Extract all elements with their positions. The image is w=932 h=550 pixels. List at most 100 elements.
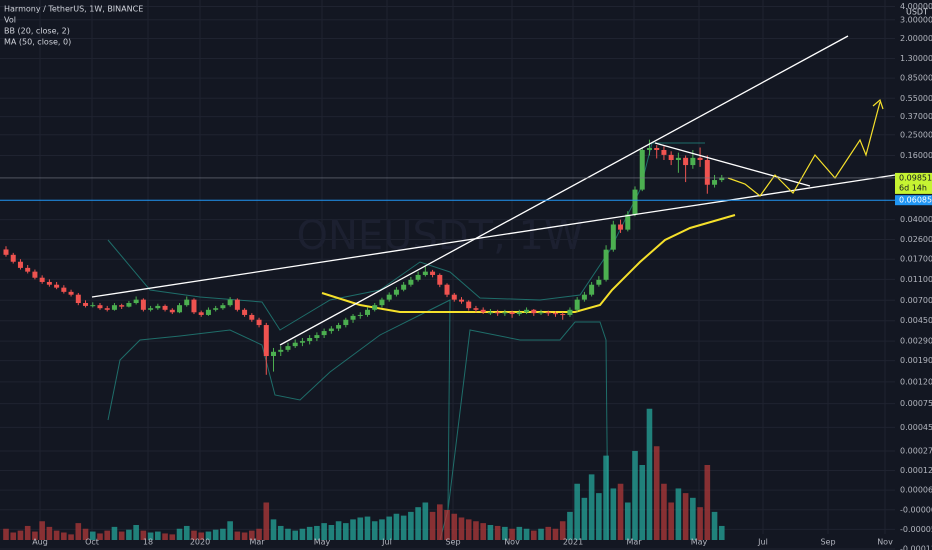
volume-bar bbox=[61, 532, 67, 540]
line-price-label: 0.06085 bbox=[899, 196, 932, 205]
volume-bar bbox=[24, 525, 31, 540]
x-tick-label: 18 bbox=[143, 538, 153, 547]
volume-bar bbox=[415, 507, 421, 540]
volume-bar bbox=[559, 521, 566, 540]
y-tick-label: 0.55000 bbox=[900, 94, 932, 103]
y-tick-label: -0.00013 bbox=[900, 544, 932, 550]
x-tick-label: May bbox=[314, 538, 331, 547]
candle-body bbox=[487, 312, 493, 314]
volume-bar bbox=[451, 513, 458, 540]
candle-body bbox=[516, 312, 522, 315]
volume-bar bbox=[126, 529, 132, 540]
candle-body bbox=[278, 349, 284, 352]
y-tick-label: 0.00450 bbox=[900, 316, 932, 325]
candle-body bbox=[415, 274, 421, 280]
candle-body bbox=[242, 309, 248, 315]
candle-body bbox=[350, 315, 356, 320]
x-tick-label: Nov bbox=[877, 538, 893, 547]
candle-body bbox=[263, 325, 269, 357]
candle-body bbox=[32, 271, 38, 278]
candle-body bbox=[509, 312, 515, 315]
candle-body bbox=[140, 299, 146, 310]
candles bbox=[3, 139, 725, 375]
candle-body bbox=[148, 308, 154, 310]
candle-body bbox=[285, 346, 291, 350]
volume-bar bbox=[386, 516, 392, 540]
candle-body bbox=[704, 160, 710, 185]
volume-bar bbox=[32, 531, 38, 540]
y-tick-label: 0.04000 bbox=[900, 215, 932, 224]
volume-bar bbox=[292, 530, 298, 540]
watermark: ONEUSDT, 1W bbox=[296, 213, 583, 259]
candle-body bbox=[379, 299, 385, 306]
candle-body bbox=[25, 267, 31, 272]
x-tick-label: Sep bbox=[820, 538, 835, 547]
candle-body bbox=[603, 249, 609, 280]
candle-body bbox=[618, 224, 624, 230]
candle-body bbox=[177, 305, 183, 313]
volume-bar bbox=[104, 530, 111, 540]
price-axis bbox=[895, 0, 932, 550]
volume-bar bbox=[588, 474, 595, 540]
y-tick-label: 0.16000 bbox=[900, 151, 932, 160]
volume-bar bbox=[465, 519, 472, 540]
symbol: Harmony / TetherUS, 1W, BINANCE bbox=[4, 5, 143, 14]
indicator: Vol bbox=[4, 16, 16, 25]
candle-body bbox=[46, 281, 52, 285]
volume-bar bbox=[10, 532, 17, 540]
volume-bar bbox=[176, 528, 183, 540]
volume-bar bbox=[682, 493, 689, 540]
x-tick-label: Nov bbox=[504, 538, 520, 547]
candle-body bbox=[104, 308, 110, 310]
candle-body bbox=[675, 157, 681, 161]
volume-bar bbox=[364, 516, 371, 540]
volume-bar bbox=[357, 517, 364, 540]
volume-bar bbox=[198, 532, 205, 540]
candle-body bbox=[654, 147, 660, 151]
x-tick-label: Aug bbox=[32, 538, 48, 547]
volume-bar bbox=[343, 523, 349, 540]
y-tick-label: 0.37000 bbox=[900, 112, 932, 121]
volume-bar bbox=[653, 446, 660, 540]
volume-bar bbox=[711, 511, 718, 540]
volume-bar bbox=[140, 530, 147, 540]
volume-pane bbox=[3, 408, 725, 540]
candle-body bbox=[422, 271, 428, 275]
indicator: BB (20, close, 2) bbox=[4, 27, 70, 36]
volume-bar bbox=[277, 525, 284, 540]
volume-bar bbox=[458, 517, 465, 540]
candle-body bbox=[3, 249, 9, 255]
y-tick-label: 0.02600 bbox=[900, 235, 932, 244]
volume-bar bbox=[632, 450, 638, 540]
volume-bar bbox=[46, 526, 53, 540]
candle-body bbox=[119, 305, 125, 307]
candle-body bbox=[401, 284, 407, 290]
y-tick-label: 0.00012 bbox=[900, 466, 932, 475]
candle-body bbox=[473, 308, 479, 310]
volume-bar bbox=[162, 533, 168, 540]
last-price-label: 0.09851 bbox=[899, 173, 932, 182]
volume-bar bbox=[234, 531, 241, 540]
volume-bar bbox=[183, 525, 190, 540]
countdown: 6d 14h bbox=[899, 183, 927, 192]
volume-bar bbox=[118, 531, 125, 540]
candle-body bbox=[314, 335, 320, 338]
volume-bar bbox=[494, 525, 501, 540]
volume-bar bbox=[335, 521, 342, 540]
candle-body bbox=[39, 277, 45, 282]
volume-bar bbox=[437, 504, 443, 540]
volume-bar bbox=[82, 528, 89, 540]
volume-bar bbox=[538, 528, 544, 540]
volume-bar bbox=[574, 483, 580, 540]
volume-bar bbox=[350, 519, 356, 540]
volume-bar bbox=[675, 488, 682, 540]
volume-bar bbox=[718, 525, 725, 540]
candle-body bbox=[524, 309, 530, 313]
volume-bar bbox=[205, 531, 212, 540]
candle-body bbox=[712, 180, 718, 185]
candle-body bbox=[632, 189, 638, 215]
candle-body bbox=[444, 284, 450, 295]
volume-bar bbox=[624, 502, 631, 540]
candle-body bbox=[10, 254, 16, 262]
candle-body bbox=[610, 224, 616, 250]
